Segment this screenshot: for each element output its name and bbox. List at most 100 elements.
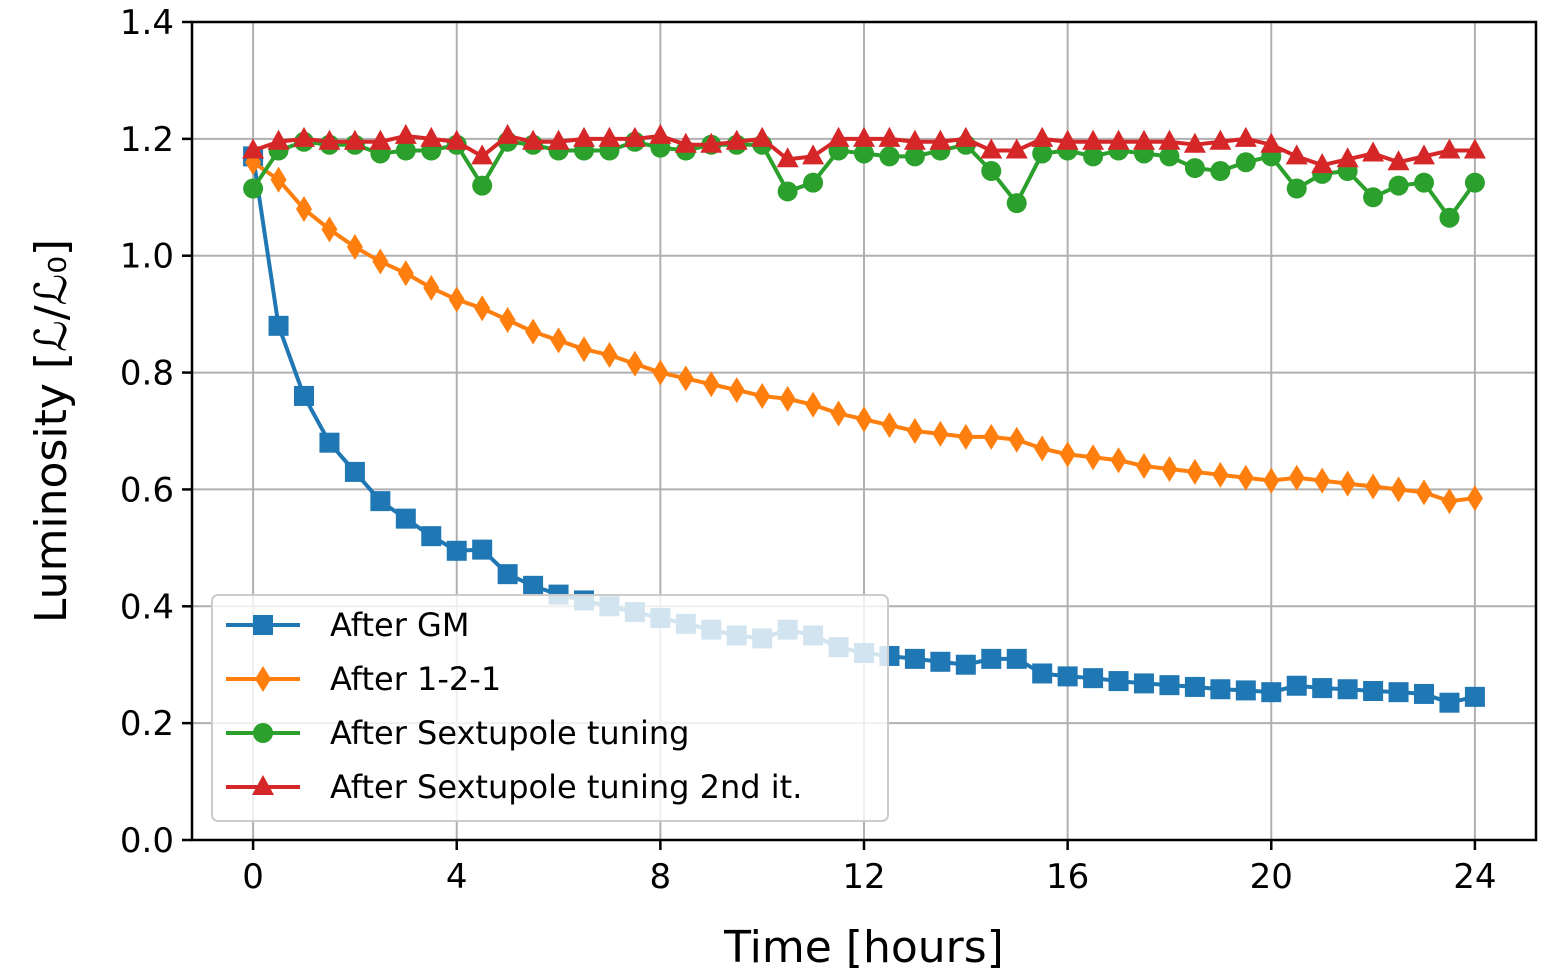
data-point	[1337, 679, 1358, 700]
data-point	[395, 140, 416, 161]
x-tick-label: 12	[842, 857, 885, 897]
data-point	[1134, 673, 1154, 694]
data-point	[522, 129, 545, 150]
data-point	[777, 181, 798, 202]
data-point	[779, 385, 796, 412]
data-point	[472, 175, 493, 196]
y-tick-label: 0.2	[120, 704, 174, 744]
data-point	[550, 327, 567, 354]
data-point	[1288, 464, 1305, 491]
data-point	[854, 143, 874, 164]
data-point	[1286, 178, 1307, 199]
y-tick-label: 1.0	[120, 237, 174, 277]
legend-marker	[255, 666, 271, 692]
data-point	[1006, 193, 1027, 214]
data-point	[802, 144, 825, 165]
data-point	[1390, 476, 1407, 503]
data-point	[318, 129, 341, 150]
data-point	[1059, 441, 1076, 468]
y-tick-label: 0.8	[120, 354, 174, 394]
data-point	[954, 126, 977, 147]
data-point	[1108, 671, 1129, 692]
data-point	[1235, 680, 1256, 701]
y-tick-label: 0.4	[120, 587, 174, 627]
series-4	[242, 123, 1486, 174]
legend-marker	[253, 723, 273, 743]
y-tick-label: 0.0	[120, 821, 174, 861]
data-point	[370, 491, 391, 512]
data-point	[827, 126, 850, 147]
data-point	[1158, 129, 1181, 150]
data-point	[1235, 152, 1256, 173]
data-point	[321, 216, 338, 243]
data-point	[1186, 458, 1203, 485]
data-point	[1260, 132, 1283, 153]
legend-entry: After Sextupole tuning	[226, 714, 689, 752]
data-point	[980, 138, 1003, 159]
legend-label: After Sextupole tuning	[330, 714, 689, 752]
x-tick-label: 24	[1453, 857, 1496, 897]
data-point	[1159, 675, 1180, 696]
data-point	[1388, 682, 1409, 703]
data-point	[1464, 172, 1485, 193]
data-point	[1388, 175, 1409, 196]
data-point	[242, 138, 265, 159]
data-point	[472, 539, 493, 560]
data-point	[981, 160, 1002, 181]
data-point	[343, 129, 366, 150]
data-point	[1110, 447, 1127, 474]
data-point	[1136, 453, 1152, 480]
data-point	[268, 315, 289, 336]
data-point	[1464, 686, 1485, 707]
data-point	[1032, 663, 1053, 684]
data-point	[1209, 129, 1232, 150]
data-point	[1057, 666, 1078, 687]
data-point	[1286, 675, 1307, 696]
y-axis-label: Luminosity [ℒ/ℒ₀]	[26, 239, 77, 623]
data-point	[1263, 467, 1280, 494]
data-point	[1285, 144, 1308, 165]
data-point	[700, 132, 723, 153]
data-point	[294, 385, 314, 406]
data-point	[293, 126, 315, 147]
data-point	[601, 342, 618, 369]
data-point	[523, 575, 544, 596]
data-point	[983, 423, 1000, 450]
data-point	[1439, 692, 1460, 713]
data-point	[1463, 138, 1486, 159]
data-point	[879, 146, 900, 167]
data-point	[1005, 138, 1028, 159]
data-point	[445, 129, 468, 150]
data-point	[1438, 138, 1461, 159]
x-tick-label: 0	[242, 857, 264, 897]
legend-box	[211, 594, 889, 822]
legend: After GM After 1-2-1 After Sextupole tunin…	[211, 594, 889, 822]
data-point	[1008, 426, 1025, 453]
data-point	[626, 350, 643, 377]
data-point	[372, 248, 389, 275]
data-point	[728, 377, 745, 404]
data-point	[421, 526, 442, 547]
data-point	[270, 166, 287, 193]
data-point	[1083, 668, 1104, 689]
data-point	[496, 123, 519, 144]
data-point	[1234, 126, 1257, 147]
data-point	[446, 540, 467, 561]
y-tick-label: 1.4	[120, 3, 174, 43]
data-point	[319, 432, 340, 453]
legend-entry: After Sextupole tuning 2nd it.	[226, 768, 802, 806]
legend-entry: After 1-2-1	[226, 660, 501, 698]
data-point	[881, 412, 898, 439]
data-point	[1414, 172, 1434, 193]
data-point	[394, 123, 417, 144]
series-2	[245, 149, 1483, 515]
data-point	[499, 306, 516, 333]
data-point	[1133, 129, 1155, 150]
data-point	[703, 371, 720, 398]
data-point	[751, 126, 774, 147]
data-point	[1210, 160, 1231, 181]
data-point	[904, 648, 925, 669]
data-point	[344, 461, 365, 482]
legend-entry: After GM	[226, 606, 469, 644]
data-point	[1034, 435, 1051, 462]
